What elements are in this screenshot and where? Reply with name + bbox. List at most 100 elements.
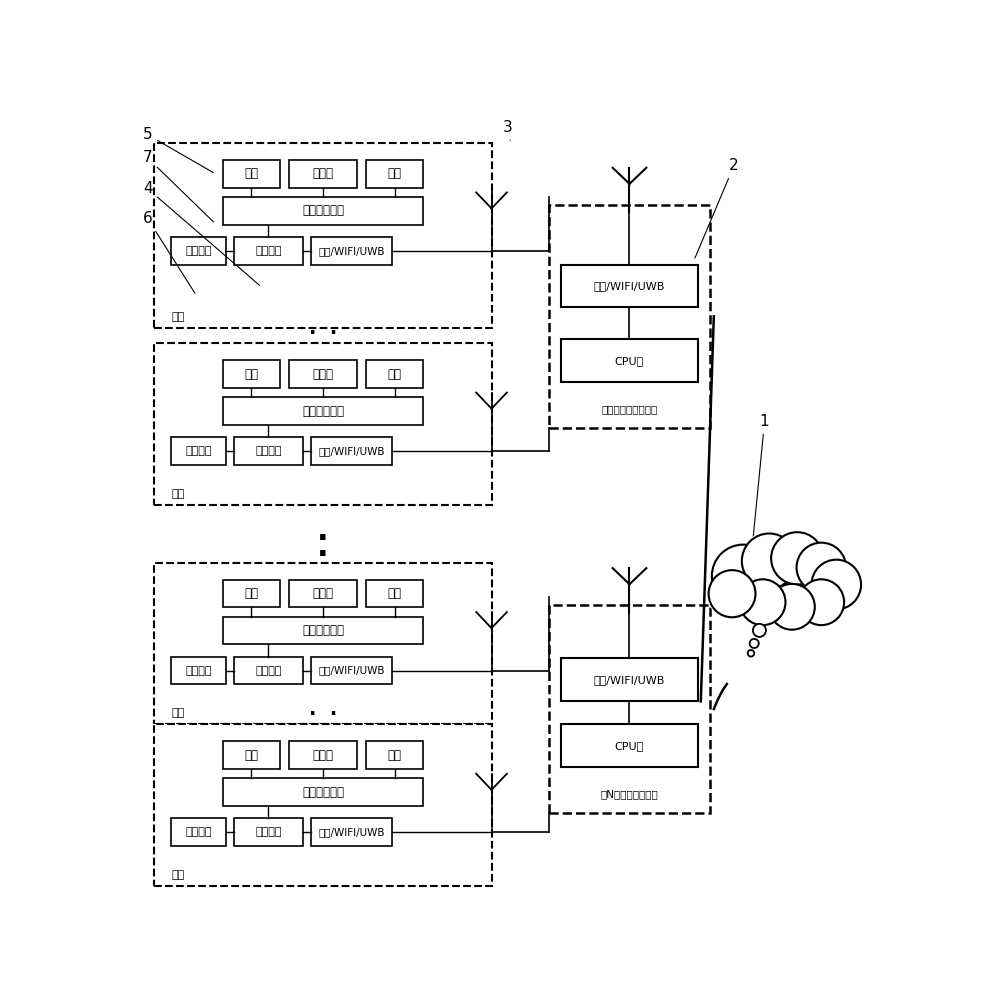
Text: 主控模块: 主控模块 [255, 827, 282, 837]
Bar [234, 237, 303, 265]
Circle shape [798, 579, 845, 625]
Circle shape [797, 578, 846, 626]
Text: 6: 6 [142, 211, 195, 293]
Circle shape [796, 543, 846, 592]
Bar [311, 657, 392, 684]
Text: 主控模块: 主控模块 [255, 446, 282, 456]
Text: 1: 1 [754, 414, 769, 537]
Bar [289, 580, 357, 607]
Bar [289, 360, 357, 388]
Bar [223, 160, 280, 188]
Bar [561, 724, 698, 767]
Text: 摄像头: 摄像头 [313, 587, 333, 600]
Bar [234, 818, 303, 846]
Bar [223, 741, 280, 769]
Text: 执行模块: 执行模块 [186, 666, 212, 676]
Text: 虹膜: 虹膜 [388, 167, 402, 180]
Circle shape [795, 541, 848, 594]
Circle shape [712, 545, 774, 607]
Text: 4: 4 [142, 181, 259, 285]
Text: 指纹: 指纹 [244, 167, 258, 180]
Bar [154, 143, 492, 328]
Text: ·: · [317, 541, 328, 570]
Text: 蓝牙/WIFI/UWB: 蓝牙/WIFI/UWB [318, 827, 385, 837]
Text: 图像处理模块: 图像处理模块 [302, 786, 344, 799]
Bar [561, 658, 698, 701]
Bar [549, 605, 710, 813]
Circle shape [769, 584, 815, 630]
Bar [234, 657, 303, 684]
Circle shape [710, 543, 776, 609]
Circle shape [810, 558, 862, 611]
Circle shape [708, 570, 756, 617]
Bar [154, 343, 492, 505]
Bar [561, 339, 698, 382]
Text: 2: 2 [695, 158, 739, 258]
Bar [289, 160, 357, 188]
Circle shape [742, 533, 796, 588]
Circle shape [740, 579, 785, 625]
Bar [223, 580, 280, 607]
Bar [366, 360, 423, 388]
Text: 图像处理模块: 图像处理模块 [302, 405, 344, 418]
Text: 7: 7 [142, 150, 214, 222]
Text: 虹膜: 虹膜 [388, 587, 402, 600]
Text: CPU核: CPU核 [615, 356, 644, 366]
Bar [311, 818, 392, 846]
Text: CPU核: CPU核 [615, 741, 644, 751]
Bar [561, 265, 698, 307]
Circle shape [707, 569, 757, 618]
Bar [366, 580, 423, 607]
Text: 锁具: 锁具 [171, 312, 184, 322]
Text: 蓝牙/WIFI/UWB: 蓝牙/WIFI/UWB [318, 446, 385, 456]
Text: 蓝牙/WIFI/UWB: 蓝牙/WIFI/UWB [593, 281, 666, 291]
Text: ·  ·: · · [309, 324, 337, 343]
Text: ·  ·: · · [309, 705, 337, 724]
Circle shape [768, 583, 816, 631]
Text: 摄像头: 摄像头 [313, 368, 333, 381]
Text: 锁具: 锁具 [171, 708, 184, 718]
Bar [366, 741, 423, 769]
Circle shape [771, 532, 823, 585]
Text: 执行模块: 执行模块 [186, 827, 212, 837]
Text: 第N节点处边缘网关: 第N节点处边缘网关 [600, 789, 659, 799]
Text: 5: 5 [142, 127, 214, 173]
Bar [171, 657, 226, 684]
Text: 虹膜: 虹膜 [388, 749, 402, 762]
Circle shape [753, 624, 765, 637]
Bar [223, 360, 280, 388]
Text: 主控模块: 主控模块 [255, 246, 282, 256]
Bar [549, 205, 710, 428]
Text: 指纹: 指纹 [244, 587, 258, 600]
Bar [311, 437, 392, 465]
Bar [223, 397, 423, 425]
Bar [223, 778, 423, 806]
Circle shape [739, 578, 786, 626]
Text: 3: 3 [503, 120, 512, 140]
Text: ·: · [317, 525, 328, 554]
Circle shape [748, 650, 755, 657]
Text: 蓝牙/WIFI/UWB: 蓝牙/WIFI/UWB [318, 246, 385, 256]
Text: 执行模块: 执行模块 [186, 246, 212, 256]
Text: 指纹: 指纹 [244, 368, 258, 381]
Bar [223, 617, 423, 644]
Bar [171, 437, 226, 465]
Bar [154, 563, 492, 724]
Bar [366, 160, 423, 188]
Text: 指纹: 指纹 [244, 749, 258, 762]
Text: 锁具: 锁具 [171, 870, 184, 880]
Bar [223, 197, 423, 225]
Bar [311, 237, 392, 265]
Circle shape [769, 531, 825, 586]
Bar [171, 237, 226, 265]
Text: 摄像头: 摄像头 [313, 167, 333, 180]
Text: 锁具: 锁具 [171, 489, 184, 499]
Bar [289, 741, 357, 769]
Bar [171, 818, 226, 846]
Text: 主控模块: 主控模块 [255, 666, 282, 676]
Text: 执行模块: 执行模块 [186, 446, 212, 456]
Text: 虹膜: 虹膜 [388, 368, 402, 381]
Text: 第一节点处边缘网关: 第一节点处边缘网关 [601, 404, 658, 414]
Text: 图像处理模块: 图像处理模块 [302, 204, 344, 217]
Bar [234, 437, 303, 465]
